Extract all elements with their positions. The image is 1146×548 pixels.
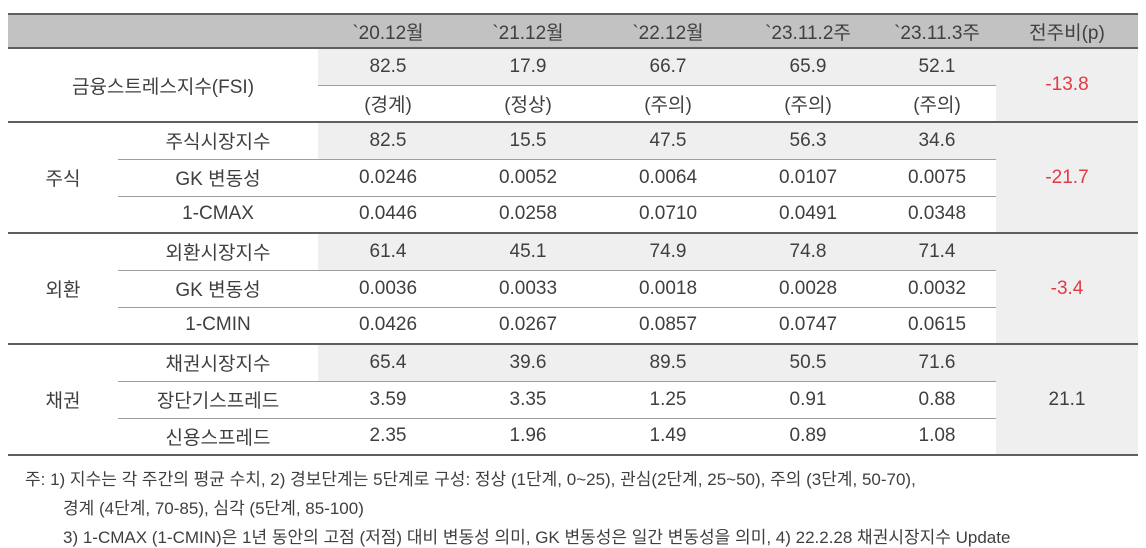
cell-value: 1.49 — [598, 417, 738, 455]
column-header-2112: `21.12월 — [458, 14, 598, 49]
fsi-status: (주의) — [738, 84, 878, 122]
cell-value: 0.0710 — [598, 195, 738, 233]
cell-value: 0.0267 — [458, 306, 598, 344]
fsi-row-label: 금융스트레스지수(FSI) — [8, 47, 318, 122]
cell-value: 0.0018 — [598, 269, 738, 307]
cell-value: 1.25 — [598, 380, 738, 418]
cell-value: 0.91 — [738, 380, 878, 418]
cell-value: 82.5 — [318, 121, 458, 159]
cell-value: 0.0028 — [738, 269, 878, 307]
row-label: 채권시장지수 — [118, 343, 318, 381]
column-header-2212: `22.12월 — [598, 14, 738, 49]
fsi-status: (주의) — [598, 84, 738, 122]
footnote-line: 주: 1) 지수는 각 주간의 평균 수치, 2) 경보단계는 5단계로 구성:… — [25, 470, 916, 489]
fsi-value: 66.7 — [598, 47, 738, 85]
cell-value: 0.0426 — [318, 306, 458, 344]
stock-index-row: 주식 주식시장지수 82.5 15.5 47.5 56.3 34.6 -21.7 — [8, 121, 1138, 233]
bond-index-row: 채권 채권시장지수 65.4 39.6 89.5 50.5 71.6 21.1 — [8, 343, 1138, 455]
cell-value: 0.89 — [738, 417, 878, 455]
fx-wow-change: -3.4 — [996, 232, 1138, 344]
fx-index-row: 외환 외환시장지수 61.4 45.1 74.9 74.8 71.4 -3.4 — [8, 232, 1138, 344]
cell-value: 0.0348 — [878, 195, 996, 233]
cell-value: 2.35 — [318, 417, 458, 455]
cell-value: 0.0064 — [598, 158, 738, 196]
fsi-value: 52.1 — [878, 47, 996, 85]
cell-value: 0.0615 — [878, 306, 996, 344]
fsi-table: `20.12월 `21.12월 `22.12월 `23.11.2주 `23.11… — [8, 13, 1138, 456]
cell-value: 0.0491 — [738, 195, 878, 233]
cell-value: 0.88 — [878, 380, 996, 418]
cell-value: 1.96 — [458, 417, 598, 455]
cell-value: 71.6 — [878, 343, 996, 381]
cell-value: 50.5 — [738, 343, 878, 381]
cell-value: 45.1 — [458, 232, 598, 270]
fsi-status: (정상) — [458, 84, 598, 122]
column-header-2012: `20.12월 — [318, 14, 458, 49]
cell-value: 0.0075 — [878, 158, 996, 196]
section-label-fx: 외환 — [8, 232, 118, 344]
cell-value: 47.5 — [598, 121, 738, 159]
header-corner-cell — [8, 14, 318, 49]
section-label-bond: 채권 — [8, 343, 118, 455]
bond-term-spread-row: 장단기스프레드 3.59 3.35 1.25 0.91 0.88 — [8, 380, 1138, 418]
fsi-status-row: (경계) (정상) (주의) (주의) (주의) — [8, 84, 1138, 122]
stock-cmax-row: 1-CMAX 0.0446 0.0258 0.0710 0.0491 0.034… — [8, 195, 1138, 233]
fsi-value: 65.9 — [738, 47, 878, 85]
cell-value: 3.59 — [318, 380, 458, 418]
cell-value: 39.6 — [458, 343, 598, 381]
row-label: 1-CMAX — [118, 195, 318, 233]
row-label: 1-CMIN — [118, 306, 318, 344]
cell-value: 1.08 — [878, 417, 996, 455]
bond-wow-change: 21.1 — [996, 343, 1138, 455]
fsi-value: 82.5 — [318, 47, 458, 85]
cell-value: 0.0446 — [318, 195, 458, 233]
cell-value: 0.0032 — [878, 269, 996, 307]
cell-value: 3.35 — [458, 380, 598, 418]
column-header-wow: 전주비(p) — [996, 14, 1138, 49]
fx-gk-row: GK 변동성 0.0036 0.0033 0.0018 0.0028 0.003… — [8, 269, 1138, 307]
stock-gk-row: GK 변동성 0.0246 0.0052 0.0064 0.0107 0.007… — [8, 158, 1138, 196]
fsi-status: (경계) — [318, 84, 458, 122]
row-label: 주식시장지수 — [118, 121, 318, 159]
cell-value: 0.0258 — [458, 195, 598, 233]
fsi-value: 17.9 — [458, 47, 598, 85]
table-footnotes: 주: 1) 지수는 각 주간의 평균 수치, 2) 경보단계는 5단계로 구성:… — [25, 465, 1146, 548]
table-header-row: `20.12월 `21.12월 `22.12월 `23.11.2주 `23.11… — [8, 14, 1138, 49]
bond-credit-spread-row: 신용스프레드 2.35 1.96 1.49 0.89 1.08 — [8, 417, 1138, 455]
cell-value: 71.4 — [878, 232, 996, 270]
cell-value: 0.0036 — [318, 269, 458, 307]
cell-value: 0.0052 — [458, 158, 598, 196]
footnote-line: 경계 (4단계, 70-85), 심각 (5단계, 85-100) — [63, 499, 364, 518]
cell-value: 65.4 — [318, 343, 458, 381]
cell-value: 56.3 — [738, 121, 878, 159]
row-label: GK 변동성 — [118, 269, 318, 307]
fsi-values-row: 금융스트레스지수(FSI) 82.5 17.9 66.7 65.9 52.1 -… — [8, 47, 1138, 122]
cell-value: 0.0747 — [738, 306, 878, 344]
cell-value: 61.4 — [318, 232, 458, 270]
section-label-stock: 주식 — [8, 121, 118, 233]
column-header-2311w2: `23.11.2주 — [738, 14, 878, 49]
cell-value: 0.0857 — [598, 306, 738, 344]
cell-value: 74.9 — [598, 232, 738, 270]
footnote-line: 3) 1-CMAX (1-CMIN)은 1년 동안의 고점 (저점) 대비 변동… — [63, 528, 1011, 547]
row-label: GK 변동성 — [118, 158, 318, 196]
fsi-wow-change: -13.8 — [996, 47, 1138, 122]
stock-wow-change: -21.7 — [996, 121, 1138, 233]
row-label: 신용스프레드 — [118, 417, 318, 455]
cell-value: 34.6 — [878, 121, 996, 159]
cell-value: 89.5 — [598, 343, 738, 381]
cell-value: 0.0033 — [458, 269, 598, 307]
cell-value: 74.8 — [738, 232, 878, 270]
cell-value: 0.0246 — [318, 158, 458, 196]
row-label: 장단기스프레드 — [118, 380, 318, 418]
fsi-status: (주의) — [878, 84, 996, 122]
cell-value: 0.0107 — [738, 158, 878, 196]
fx-cmin-row: 1-CMIN 0.0426 0.0267 0.0857 0.0747 0.061… — [8, 306, 1138, 344]
column-header-2311w3: `23.11.3주 — [878, 14, 996, 49]
cell-value: 15.5 — [458, 121, 598, 159]
row-label: 외환시장지수 — [118, 232, 318, 270]
